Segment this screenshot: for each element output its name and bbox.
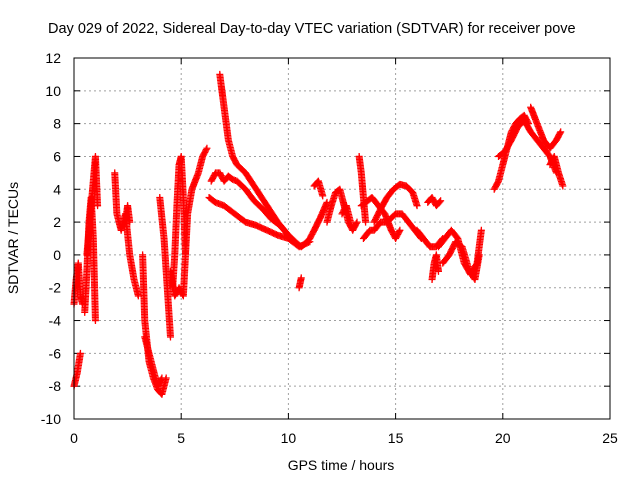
data-point <box>94 202 102 210</box>
series-arc18 <box>338 202 355 226</box>
x-tick-label: 25 <box>602 430 618 446</box>
data-point <box>477 226 485 234</box>
series-arc4 <box>83 152 102 259</box>
x-tick-label: 15 <box>388 430 404 446</box>
series-arc24 <box>424 193 445 210</box>
series-arc27 <box>439 238 483 284</box>
y-tick-label: -10 <box>41 411 61 427</box>
series-arc14 <box>205 193 314 251</box>
series-arc17 <box>310 177 327 200</box>
data-point <box>76 349 84 357</box>
data-point <box>91 317 99 325</box>
y-tick-label: 2 <box>53 214 61 230</box>
y-tick-label: -8 <box>49 378 62 394</box>
y-tick-label: 6 <box>53 148 61 164</box>
data-point <box>352 219 360 227</box>
data-point <box>166 333 174 341</box>
series-arc5 <box>111 169 142 300</box>
grid-layer <box>74 58 610 419</box>
data-point <box>157 375 165 383</box>
tick-layer: 0 5 10 15 20 25 -10 -8 -6 -4 -2 0 2 4 6 8 10 12 <box>41 50 618 446</box>
data-point <box>396 226 404 234</box>
data-point <box>559 182 567 190</box>
series-arc31 <box>546 152 567 190</box>
data-point <box>202 146 210 154</box>
data-point <box>436 198 444 206</box>
y-tick-label: -6 <box>49 345 62 361</box>
series-arc8 <box>141 333 166 390</box>
data-point <box>437 197 445 205</box>
x-tick-label: 20 <box>495 430 511 446</box>
series-arc30 <box>527 103 565 152</box>
data-point <box>319 192 327 200</box>
y-tick-label: -2 <box>49 280 62 296</box>
data-marks <box>70 70 567 398</box>
data-point <box>297 274 305 282</box>
y-tick-label: 8 <box>53 116 61 132</box>
data-point <box>556 129 564 137</box>
data-point <box>158 374 166 382</box>
data-point <box>434 267 442 275</box>
y-tick-label: 12 <box>45 50 61 66</box>
series-arc21 <box>357 193 404 242</box>
data-point <box>413 202 421 210</box>
data-point <box>395 228 403 236</box>
y-tick-label: 0 <box>53 247 61 263</box>
series-arc6 <box>121 202 134 226</box>
series-arc15 <box>295 274 305 292</box>
data-point <box>362 218 370 226</box>
x-tick-label: 5 <box>177 430 185 446</box>
series-arc25 <box>428 251 442 284</box>
chart-title: Day 029 of 2022, Sidereal Day-to-day VTE… <box>48 21 576 37</box>
series-arc1 <box>70 259 87 308</box>
data-point <box>353 218 361 226</box>
series-arc11 <box>166 144 211 300</box>
y-tick-label: 4 <box>53 181 61 197</box>
series-arc22 <box>370 180 421 226</box>
data-point <box>557 128 565 136</box>
series-arc9 <box>156 193 174 341</box>
data-point <box>475 251 483 259</box>
series-arc19 <box>355 152 370 226</box>
data-point <box>347 218 355 226</box>
y-axis-label: SDTVAR / TECUs <box>5 182 21 294</box>
y-tick-label: -4 <box>49 313 62 329</box>
x-tick-label: 0 <box>70 430 78 446</box>
data-point <box>126 218 134 226</box>
data-point <box>306 238 314 246</box>
plot-frame <box>73 57 611 420</box>
x-axis-label: GPS time / hours <box>288 457 395 473</box>
series-arc20 <box>359 210 425 242</box>
x-tick-label: 10 <box>281 430 297 446</box>
data-point <box>203 144 211 152</box>
series-arc2 <box>70 349 84 390</box>
series-arc29 <box>495 116 560 177</box>
series-arc13 <box>216 70 299 246</box>
y-tick-label: 10 <box>45 83 61 99</box>
